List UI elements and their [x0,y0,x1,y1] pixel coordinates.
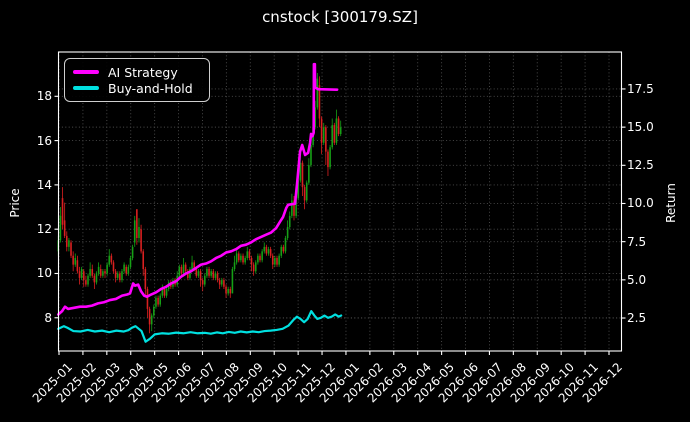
y-left-tick-label: 16 [36,133,52,148]
y-right-tick-label: 10.0 [627,196,654,211]
ai-strategy-line [56,62,339,316]
buy-and-hold-line-swatch [73,86,99,90]
legend-item-ai-strategy: AI Strategy [73,64,201,80]
y-right-tick-label: 17.5 [627,81,654,96]
y-right-tick-label: 5.0 [627,272,647,287]
ai-strategy-line-swatch [73,70,99,74]
y-right-tick-label: 12.5 [627,158,654,173]
candle-down-wicks [62,76,339,334]
legend-item-buy-and-hold: Buy-and-Hold [73,80,201,96]
legend: AI Strategy Buy-and-Hold [64,58,210,102]
chart-title: cnstock [300179.SZ] [262,8,418,26]
candle-up-bodies [57,78,342,325]
plot-border [57,51,623,352]
legend-label-buy-and-hold: Buy-and-Hold [108,80,193,96]
grid [58,52,622,351]
y-left-tick-label: 18 [36,89,52,104]
y-left-tick-label: 10 [36,266,52,281]
y-right-tick-label: 15.0 [627,120,654,135]
y-left-tick-label: 14 [36,177,52,192]
buy-and-hold-line [57,310,343,343]
axes-spines [54,51,626,355]
legend-label-ai-strategy: AI Strategy [108,64,178,80]
y-right-tick-label: 2.5 [627,311,647,325]
candle-down-bodies [61,85,340,325]
y-left-tick-label: 12 [36,222,52,237]
y-right-tick-label: 7.5 [627,234,647,249]
y-left-tick-label: 8 [44,310,52,325]
